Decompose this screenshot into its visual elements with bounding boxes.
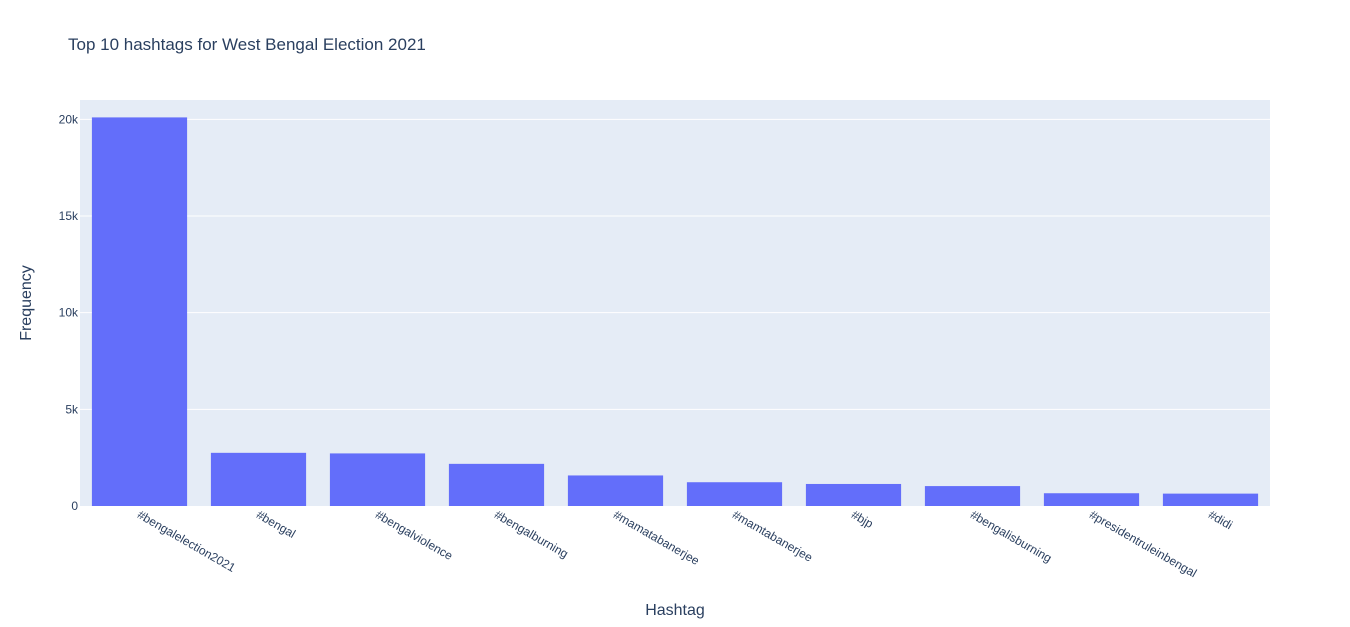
- bar[interactable]: [329, 453, 426, 506]
- y-tick-labels: 0 5k 10k 15k 20k: [59, 112, 79, 513]
- bar[interactable]: [91, 117, 188, 507]
- bar[interactable]: [686, 482, 783, 506]
- x-axis-title: Hashtag: [645, 602, 705, 619]
- bar[interactable]: [1162, 493, 1259, 506]
- plot-area: [80, 100, 1270, 506]
- bar[interactable]: [805, 483, 902, 506]
- y-tick-label: 10k: [59, 306, 79, 320]
- y-axis-title: Frequency: [18, 265, 35, 341]
- bars: [91, 117, 1259, 507]
- bar[interactable]: [448, 463, 545, 506]
- gridlines: [80, 118, 1270, 410]
- y-tick-label: 20k: [59, 112, 79, 126]
- y-tick-label: 15k: [59, 209, 79, 223]
- bar[interactable]: [1043, 493, 1140, 506]
- bar[interactable]: [567, 475, 664, 506]
- y-tick-label: 0: [71, 499, 78, 513]
- chart-title: Top 10 hashtags for West Bengal Election…: [68, 35, 426, 54]
- y-tick-label: 5k: [65, 402, 79, 416]
- bar[interactable]: [210, 452, 307, 506]
- bar[interactable]: [924, 486, 1021, 506]
